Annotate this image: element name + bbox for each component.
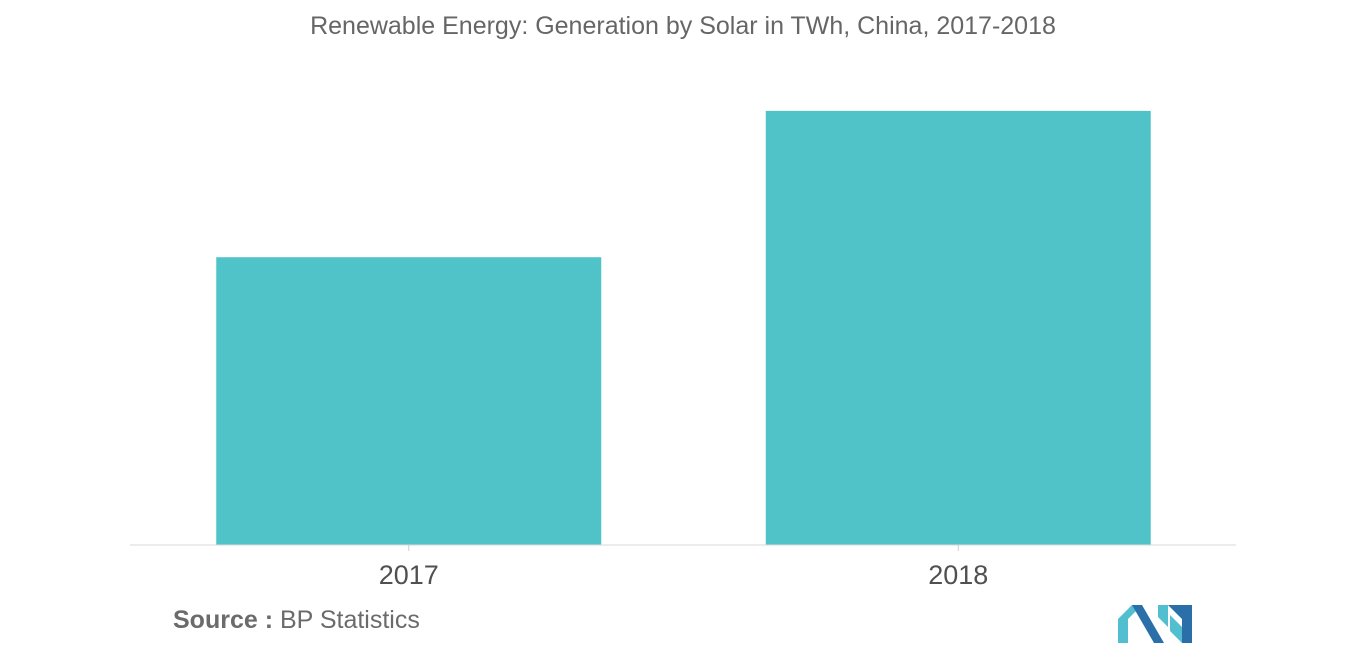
source-text: BP Statistics: [279, 606, 420, 634]
bars-group: [216, 110, 1151, 545]
logo-right-stroke: [1168, 605, 1192, 643]
bar-2017: [216, 257, 602, 545]
bar-2018: [765, 110, 1151, 545]
chart-title: Renewable Energy: Generation by Solar in…: [310, 12, 1056, 40]
logo-left-stroke: [1118, 605, 1142, 643]
bar-chart: 2017 2018: [130, 110, 1236, 590]
x-tick-label-2017: 2017: [379, 560, 439, 590]
source-note: Source : BP Statistics: [173, 606, 420, 635]
source-label: Source :: [173, 606, 274, 634]
mordor-intelligence-logo-icon: [1118, 605, 1192, 643]
logo-right-left-stroke: [1158, 605, 1168, 627]
logo-mid-stroke: [1132, 605, 1164, 643]
x-tick-label-2018: 2018: [928, 560, 988, 590]
logo-right-fill: [1170, 615, 1182, 643]
ticks-group: 2017 2018: [379, 545, 988, 590]
